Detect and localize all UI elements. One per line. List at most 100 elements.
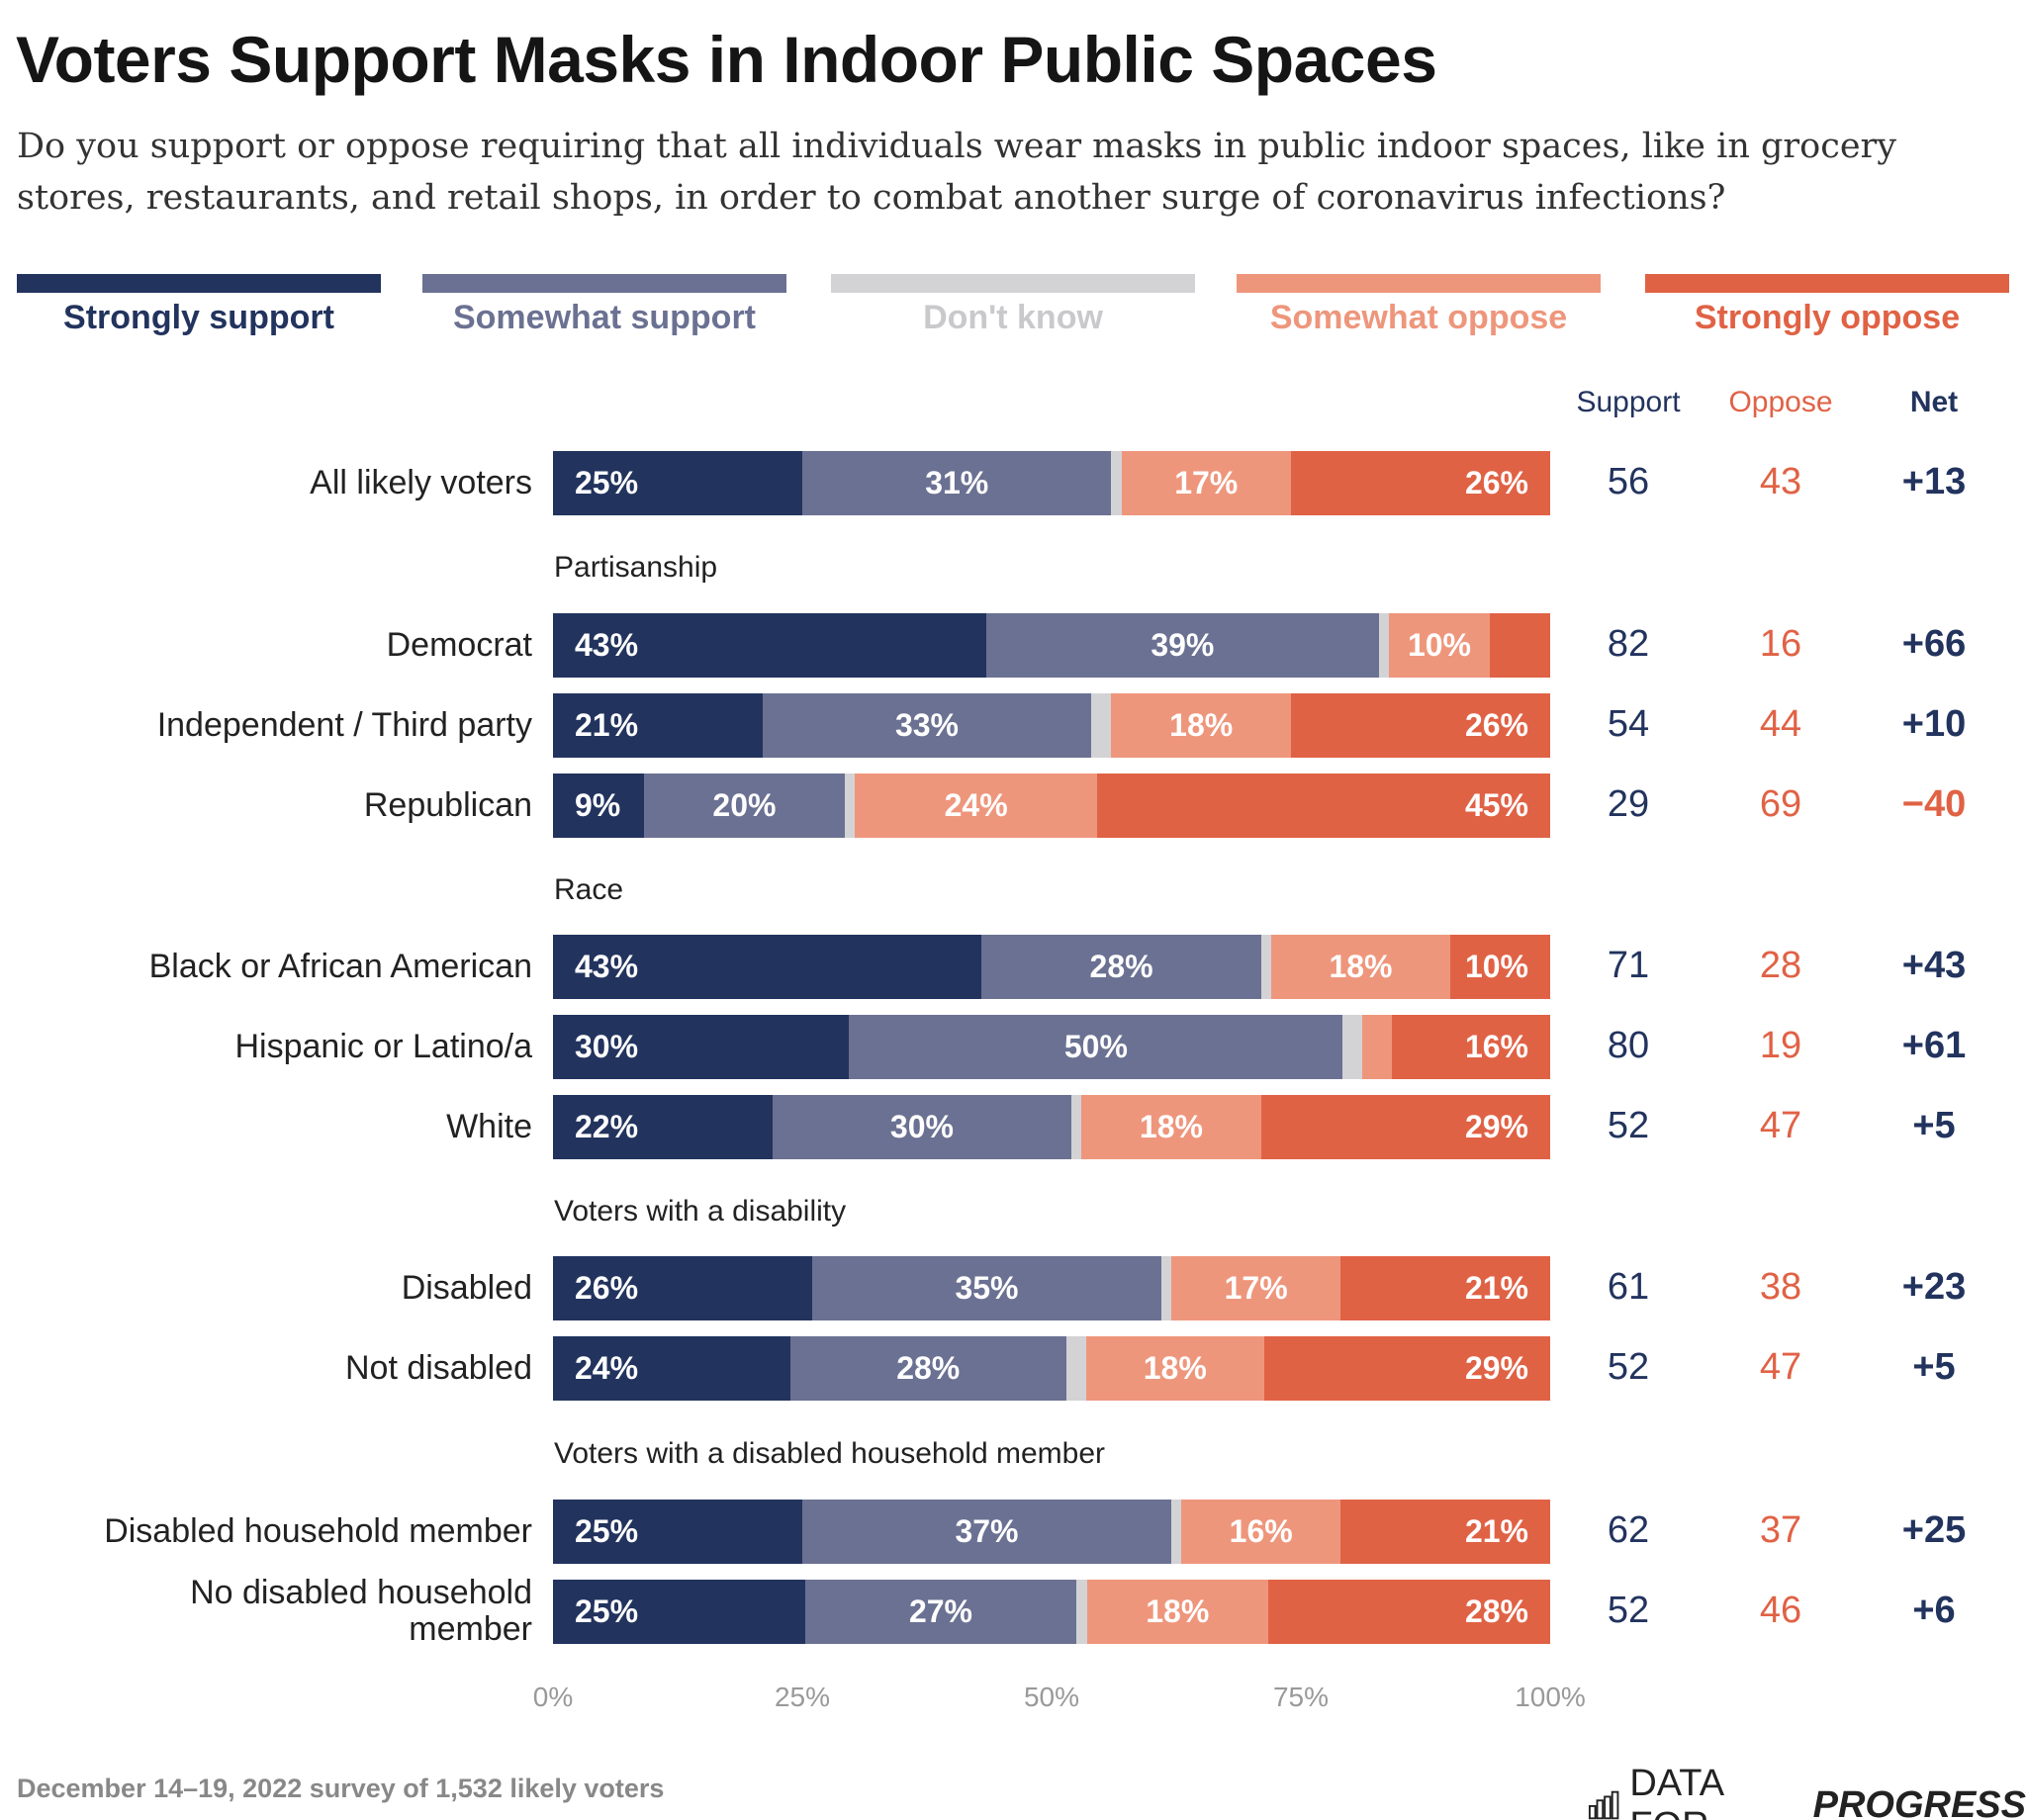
row-label: Disabled xyxy=(401,1269,532,1307)
bar-segment-strongly-support: 43% xyxy=(553,612,986,678)
net-value: +5 xyxy=(1912,1346,1956,1388)
bar-segment-somewhat-oppose: 24% xyxy=(855,773,1097,838)
bar-segment-somewhat-support: 39% xyxy=(985,612,1379,678)
oppose-value: 47 xyxy=(1759,1105,1802,1146)
oppose-value: 38 xyxy=(1759,1266,1802,1308)
bar-segment-somewhat-oppose: 18% xyxy=(1085,1335,1264,1401)
bar-segment-somewhat-oppose xyxy=(1362,1014,1393,1079)
x-tick-label: 25% xyxy=(774,1682,831,1712)
bar-segment-dont-know xyxy=(1378,612,1390,678)
bar-segment-strongly-oppose: 45% xyxy=(1096,773,1550,838)
logo-text-light: DATA FOR xyxy=(1629,1763,1722,1820)
bar-segment-strongly-oppose: 28% xyxy=(1267,1579,1550,1644)
bar-segment-somewhat-support: 37% xyxy=(802,1499,1171,1564)
legend-label: Don't know xyxy=(923,299,1103,336)
support-value: 71 xyxy=(1607,945,1650,986)
oppose-value: 16 xyxy=(1759,623,1802,665)
row-label: Democrat xyxy=(386,626,532,664)
bar-segment-strongly-oppose: 16% xyxy=(1392,1014,1550,1079)
bar-segment-strongly-oppose: 26% xyxy=(1290,450,1550,515)
bar-segment-strongly-oppose: 29% xyxy=(1260,1094,1550,1159)
row-label: White xyxy=(446,1108,532,1145)
net-value: −40 xyxy=(1901,783,1967,825)
bar-segment-strongly-support: 43% xyxy=(553,934,982,999)
data-for-progress-logo: DATA FOR PROGRESS xyxy=(1588,1763,2026,1820)
footnote: December 14–19, 2022 survey of 1,532 lik… xyxy=(17,1774,665,1803)
row-label: No disabled household member xyxy=(190,1574,532,1648)
net-value: +25 xyxy=(1901,1509,1967,1551)
net-value: +13 xyxy=(1901,461,1967,502)
bar-segment-somewhat-support: 28% xyxy=(981,934,1261,999)
section-label: Race xyxy=(554,873,624,906)
bar-segment-dont-know xyxy=(1160,1255,1171,1320)
bar-segment-somewhat-oppose: 18% xyxy=(1086,1579,1268,1644)
column-header: Support xyxy=(1576,386,1681,418)
bar-segment-somewhat-support: 31% xyxy=(802,450,1112,515)
support-value: 52 xyxy=(1607,1346,1650,1388)
x-tick-label: 0% xyxy=(532,1682,574,1712)
bar-segment-somewhat-oppose: 17% xyxy=(1170,1255,1341,1320)
oppose-value: 44 xyxy=(1759,703,1802,745)
legend-label: Strongly oppose xyxy=(1694,299,1961,336)
support-value: 80 xyxy=(1607,1025,1650,1066)
bar-segment-strongly-oppose: 26% xyxy=(1290,692,1550,758)
oppose-value: 37 xyxy=(1759,1509,1802,1551)
bar-segment-strongly-oppose: 21% xyxy=(1340,1255,1550,1320)
column-header: Oppose xyxy=(1728,386,1833,418)
net-value: +61 xyxy=(1901,1025,1967,1066)
bar-segment-somewhat-support: 35% xyxy=(812,1255,1161,1320)
row-label: Disabled household member xyxy=(104,1512,532,1550)
net-value: +6 xyxy=(1912,1590,1956,1631)
legend-label: Strongly support xyxy=(63,299,334,336)
oppose-value: 69 xyxy=(1759,783,1802,825)
legend-swatch xyxy=(17,274,381,293)
logo-text-bold: PROGRESS xyxy=(1812,1783,2026,1820)
section-label: Voters with a disabled household member xyxy=(554,1437,1105,1470)
bar-segment-strongly-oppose xyxy=(1489,612,1550,678)
bar-segment-strongly-support: 21% xyxy=(553,692,763,758)
row-label: All likely voters xyxy=(310,464,532,501)
row-label: Not disabled xyxy=(344,1349,532,1387)
bar-segment-dont-know xyxy=(1342,1014,1363,1079)
legend-swatch xyxy=(422,274,786,293)
net-value: +23 xyxy=(1901,1266,1967,1308)
bar-segment-somewhat-support: 30% xyxy=(772,1094,1072,1159)
bar-segment-somewhat-support: 27% xyxy=(804,1579,1077,1644)
bar-segment-strongly-oppose: 29% xyxy=(1263,1335,1550,1401)
legend-swatch xyxy=(831,274,1195,293)
bar-chart-logo-icon xyxy=(1588,1790,1619,1820)
support-value: 62 xyxy=(1607,1509,1650,1551)
net-value: +5 xyxy=(1912,1105,1956,1146)
bar-segment-somewhat-support: 33% xyxy=(762,692,1092,758)
bar-segment-dont-know xyxy=(1170,1499,1182,1564)
bar-segment-somewhat-support: 20% xyxy=(643,773,846,838)
oppose-value: 19 xyxy=(1759,1025,1802,1066)
bar-segment-strongly-support: 26% xyxy=(553,1255,813,1320)
bar-segment-strongly-oppose: 10% xyxy=(1450,934,1550,999)
support-value: 52 xyxy=(1607,1105,1650,1146)
bar-segment-somewhat-oppose: 16% xyxy=(1181,1499,1341,1564)
legend-label: Somewhat oppose xyxy=(1269,299,1568,336)
bar-segment-strongly-support: 25% xyxy=(553,1579,805,1644)
row-label: Hispanic or Latino/a xyxy=(234,1028,532,1065)
bar-segment-dont-know xyxy=(1065,1335,1086,1401)
section-label: Partisanship xyxy=(554,551,718,584)
bar-segment-dont-know xyxy=(1260,934,1271,999)
oppose-value: 28 xyxy=(1759,945,1802,986)
oppose-value: 46 xyxy=(1759,1590,1802,1631)
x-tick-label: 100% xyxy=(1515,1682,1586,1712)
net-value: +43 xyxy=(1901,945,1967,986)
bar-segment-dont-know xyxy=(1111,450,1122,515)
chart-title: Voters Support Masks in Indoor Public Sp… xyxy=(16,23,1437,96)
bar-segment-somewhat-support: 50% xyxy=(849,1014,1343,1079)
bar-segment-strongly-support: 9% xyxy=(553,773,644,838)
legend-label: Somewhat support xyxy=(452,299,757,336)
net-value: +10 xyxy=(1901,703,1967,745)
legend-swatch xyxy=(1645,274,2009,293)
bar-segment-strongly-oppose: 21% xyxy=(1340,1499,1550,1564)
oppose-value: 43 xyxy=(1759,461,1802,502)
support-value: 56 xyxy=(1607,461,1650,502)
bar-segment-strongly-support: 25% xyxy=(553,450,802,515)
support-value: 54 xyxy=(1607,703,1650,745)
